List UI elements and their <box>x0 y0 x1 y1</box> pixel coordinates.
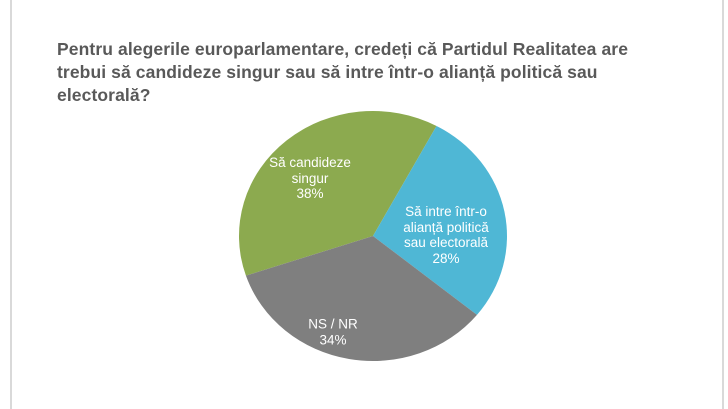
pie-slice-1 <box>238 110 437 276</box>
pie-slice-label-2: Să intre într-o alianță politică sau elect… <box>403 204 489 266</box>
pie-slice-2 <box>373 125 507 315</box>
canvas-left-border <box>10 0 12 409</box>
chart-question-title: Pentru alegerile europarlamentare, crede… <box>57 39 629 105</box>
pie-slice-3 <box>245 236 477 361</box>
pie-slice-label-1: Să candideze singur 38% <box>269 154 351 201</box>
pie-slice-label-3: NS / NR 34% <box>308 316 358 348</box>
canvas-right-border <box>722 0 724 409</box>
